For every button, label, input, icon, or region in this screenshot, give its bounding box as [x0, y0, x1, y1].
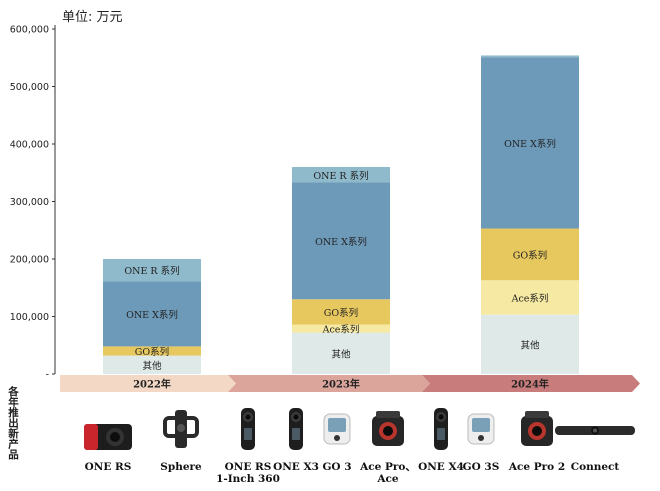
product-name: ONE X3 [273, 461, 319, 473]
product-name: ONE RS 1-Inch 360 [216, 461, 280, 485]
bar-segment [481, 228, 579, 281]
stacked-bar-chart: - 100,000 200,000 300,000 400,000 500,000 600,… [10, 25, 640, 392]
bar-segment [292, 182, 390, 300]
segment-label: GO系列 [324, 307, 358, 319]
y-tick-label: 300,000 [10, 197, 49, 208]
bar-segment [481, 280, 579, 315]
product-item: Sphere [160, 400, 202, 473]
product-item: ONE X3 [273, 400, 319, 473]
y-tick-label: 600,000 [10, 25, 49, 36]
product-row: ONE RS Sphere ONE RS 1-Inch 360 ONE X3 GO 3 A… [70, 400, 635, 490]
segment-label: ONE R 系列 [313, 170, 368, 182]
y-tick-label: 200,000 [10, 255, 49, 266]
camera-block-icon [82, 418, 134, 452]
product-name: ONE X4 [418, 461, 464, 473]
bar-segment [292, 324, 390, 333]
timeline-arrow-segment [422, 375, 640, 392]
y-tick-label: 500,000 [10, 82, 49, 93]
bar-segment [103, 355, 201, 374]
bar-segment [292, 332, 390, 374]
segment-label: GO系列 [513, 249, 547, 261]
bar-segment [103, 259, 201, 282]
segment-label: ONE R 系列 [124, 265, 179, 277]
bar-segment [481, 314, 579, 374]
y-tick-label: - [46, 370, 49, 381]
product-name: Sphere [160, 461, 202, 473]
segment-label: ONE X系列 [504, 138, 556, 150]
tall-360-camera-icon [239, 406, 257, 452]
timeline-arrow-segment [228, 375, 430, 392]
bar-segment [481, 57, 579, 229]
product-item: GO 3S [463, 400, 499, 473]
product-name: GO 3 [322, 461, 352, 473]
product-name: GO 3S [462, 461, 500, 473]
product-name: Ace Pro、 Ace [360, 461, 416, 485]
tall-360-camera-icon [432, 406, 450, 452]
bar-segment [292, 167, 390, 183]
segment-label: ONE X系列 [315, 236, 367, 248]
x-category-label: 2022年 [133, 378, 171, 391]
product-item: Ace Pro、 Ace [360, 400, 416, 485]
timeline-arrow-segment [60, 375, 236, 392]
segment-label: 其他 [142, 360, 162, 372]
y-tick-label: 400,000 [10, 140, 49, 151]
action-camera-icon [517, 408, 557, 450]
thumb-camera-icon [320, 410, 354, 450]
product-item: GO 3 [320, 400, 354, 473]
segment-label: 其他 [331, 348, 351, 360]
webcam-bar-icon [553, 422, 637, 438]
product-item: Connect [553, 400, 637, 473]
product-name: ONE RS [84, 461, 132, 473]
unit-label: 单位: 万元 [62, 10, 123, 25]
x-category-label: 2023年 [322, 378, 360, 391]
segment-label: ONE X系列 [126, 309, 178, 321]
segment-label: Ace系列 [511, 293, 549, 305]
product-item: ONE RS 1-Inch 360 [216, 400, 280, 485]
y-tick-label: 100,000 [10, 312, 49, 323]
bar-segment [103, 346, 201, 356]
thumb-camera-icon [464, 410, 498, 450]
new-products-label: 各年推出新产品 [7, 386, 19, 460]
product-name: Connect [570, 461, 620, 473]
drone-mount-icon [161, 408, 201, 450]
x-category-label: 2024年 [511, 378, 549, 391]
product-item: ONE RS [82, 400, 134, 473]
segment-label: GO系列 [135, 346, 169, 358]
bar-segment [103, 281, 201, 347]
segment-label: Ace系列 [322, 324, 360, 336]
bar-segment [292, 299, 390, 325]
bar-segment [481, 55, 579, 58]
product-name: Ace Pro 2 [508, 461, 566, 473]
tall-360-camera-icon [287, 406, 305, 452]
product-item: ONE X4 [418, 400, 464, 473]
action-camera-icon [368, 408, 408, 450]
product-item: Ace Pro 2 [509, 400, 565, 473]
segment-label: 其他 [520, 339, 540, 351]
